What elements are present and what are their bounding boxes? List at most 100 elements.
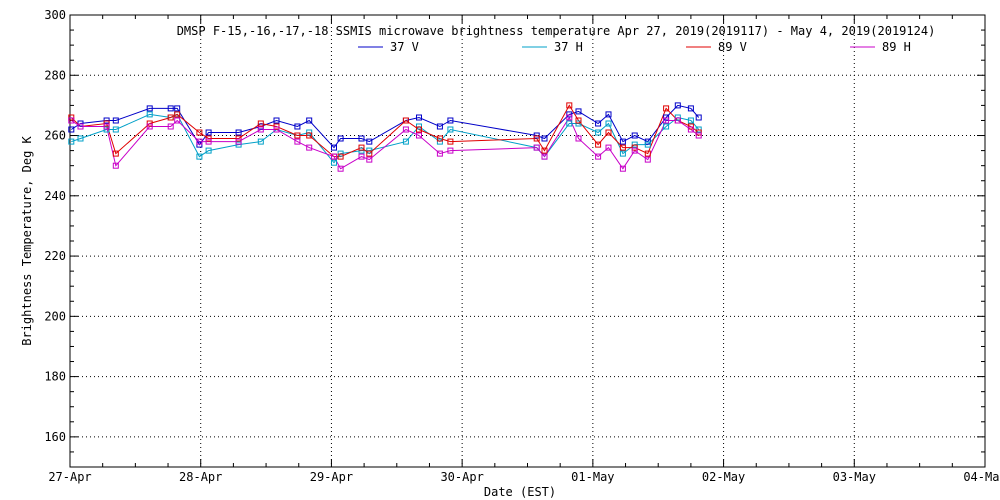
data-point-89-v [605, 129, 612, 136]
data-point-89-h [436, 150, 443, 157]
data-point-37-v [337, 135, 344, 142]
data-point-89-v [566, 102, 573, 109]
legend-label-89-h: 89 H [882, 40, 911, 54]
data-point-89-h [77, 123, 84, 130]
data-point-37-v [68, 126, 75, 133]
data-point-37-v [205, 129, 212, 136]
data-point-37-v [695, 114, 702, 121]
data-point-89-v [447, 138, 454, 145]
data-point-37-h [146, 111, 153, 118]
data-point-89-v [205, 135, 212, 142]
data-point-89-v [196, 129, 203, 136]
legend: 37 V 37 H 89 V 89 H [358, 40, 911, 54]
series-line-89-v [70, 104, 700, 158]
data-point-89-h [112, 162, 119, 169]
data-point-37-v [167, 105, 174, 112]
data-point-89-h [196, 138, 203, 145]
data-point-37-v [674, 102, 681, 109]
data-point-37-v [273, 117, 280, 124]
data-point-37-v [566, 111, 573, 118]
data-point-89-v [294, 132, 301, 139]
y-tick-label: 180 [44, 370, 66, 384]
data-point-89-h [366, 156, 373, 163]
data-point-89-v [595, 141, 602, 148]
data-point-37-h [436, 138, 443, 145]
series-line-89-h [71, 116, 700, 170]
data-point-89-h [358, 153, 365, 160]
data-point-89-h [447, 147, 454, 154]
legend-label-37-h: 37 H [554, 40, 583, 54]
data-point-89-v [174, 111, 181, 118]
data-point-37-h [196, 153, 203, 160]
data-point-89-h [103, 123, 110, 130]
data-point-37-v [331, 144, 337, 151]
data-point-89-v [358, 144, 365, 151]
data-point-89-h [687, 126, 694, 133]
data-point-89-h [337, 165, 344, 172]
data-point-89-h [174, 117, 181, 124]
data-point-89-v [366, 150, 373, 157]
data-point-89-v [306, 132, 313, 139]
data-point-37-h [687, 117, 694, 124]
chart-title: DMSP F-15,-16,-17,-18 SSMIS microwave br… [177, 24, 936, 38]
data-point-37-h [447, 126, 454, 133]
data-point-89-v [619, 144, 626, 151]
data-point-37-v [619, 138, 626, 145]
data-point-89-h [533, 144, 540, 151]
legend-label-89-v: 89 V [718, 40, 747, 54]
data-point-37-v [436, 123, 443, 130]
data-point-89-h [605, 144, 612, 151]
x-tick-label: 03-May [833, 470, 876, 484]
data-point-37-v [575, 108, 582, 115]
data-point-89-h [695, 132, 702, 139]
axis-ticks: 27-Apr 28-Apr 29-Apr 30-Apr 01-May 02-May 03-M… [44, 8, 1000, 484]
data-point-89-h [257, 126, 264, 133]
data-point-37-v [146, 105, 153, 112]
y-tick-label: 220 [44, 249, 66, 263]
x-tick-label: 28-Apr [179, 470, 222, 484]
data-point-89-v [402, 117, 409, 124]
data-point-37-v [541, 135, 548, 142]
data-point-89-h [416, 132, 422, 139]
data-point-37-h [595, 129, 602, 136]
x-tick-label: 30-Apr [440, 470, 483, 484]
data-point-89-v [235, 135, 242, 142]
data-point-89-v [541, 147, 548, 154]
data-point-37-h [68, 138, 75, 145]
data-point-89-h [331, 153, 337, 160]
series-line-37-h [71, 113, 700, 164]
data-point-89-v [663, 105, 670, 112]
data-point-89-h [294, 138, 301, 145]
data-point-37-v [112, 117, 119, 124]
data-point-37-h [566, 120, 573, 127]
y-tick-label: 280 [44, 68, 66, 82]
data-point-89-v [644, 150, 651, 157]
data-point-89-h [167, 123, 174, 130]
data-point-37-h [644, 141, 651, 148]
data-point-89-v [112, 150, 119, 157]
x-tick-label: 27-Apr [48, 470, 91, 484]
data-point-89-v [337, 153, 344, 160]
data-point-89-v [257, 120, 264, 127]
data-point-37-v [294, 123, 301, 130]
data-point-37-h [605, 120, 612, 127]
data-point-89-h [306, 144, 313, 151]
data-point-37-v [235, 129, 242, 136]
data-point-89-h [541, 153, 548, 160]
data-point-37-v [306, 117, 313, 124]
data-point-89-h [663, 117, 670, 124]
data-point-89-h [619, 165, 626, 172]
data-point-89-h [644, 156, 651, 163]
data-point-89-h [273, 126, 280, 133]
data-point-37-v [605, 111, 612, 118]
data-point-89-h [575, 135, 582, 142]
data-point-37-v [358, 135, 365, 142]
data-point-89-v [416, 126, 422, 133]
data-point-89-h [402, 126, 409, 133]
x-tick-label: 04-May [963, 470, 1000, 484]
x-tick-label: 02-May [702, 470, 745, 484]
data-point-37-h [205, 147, 212, 154]
data-point-37-h [663, 123, 670, 130]
data-point-37-v [631, 132, 638, 139]
data-point-89-h [631, 147, 638, 154]
